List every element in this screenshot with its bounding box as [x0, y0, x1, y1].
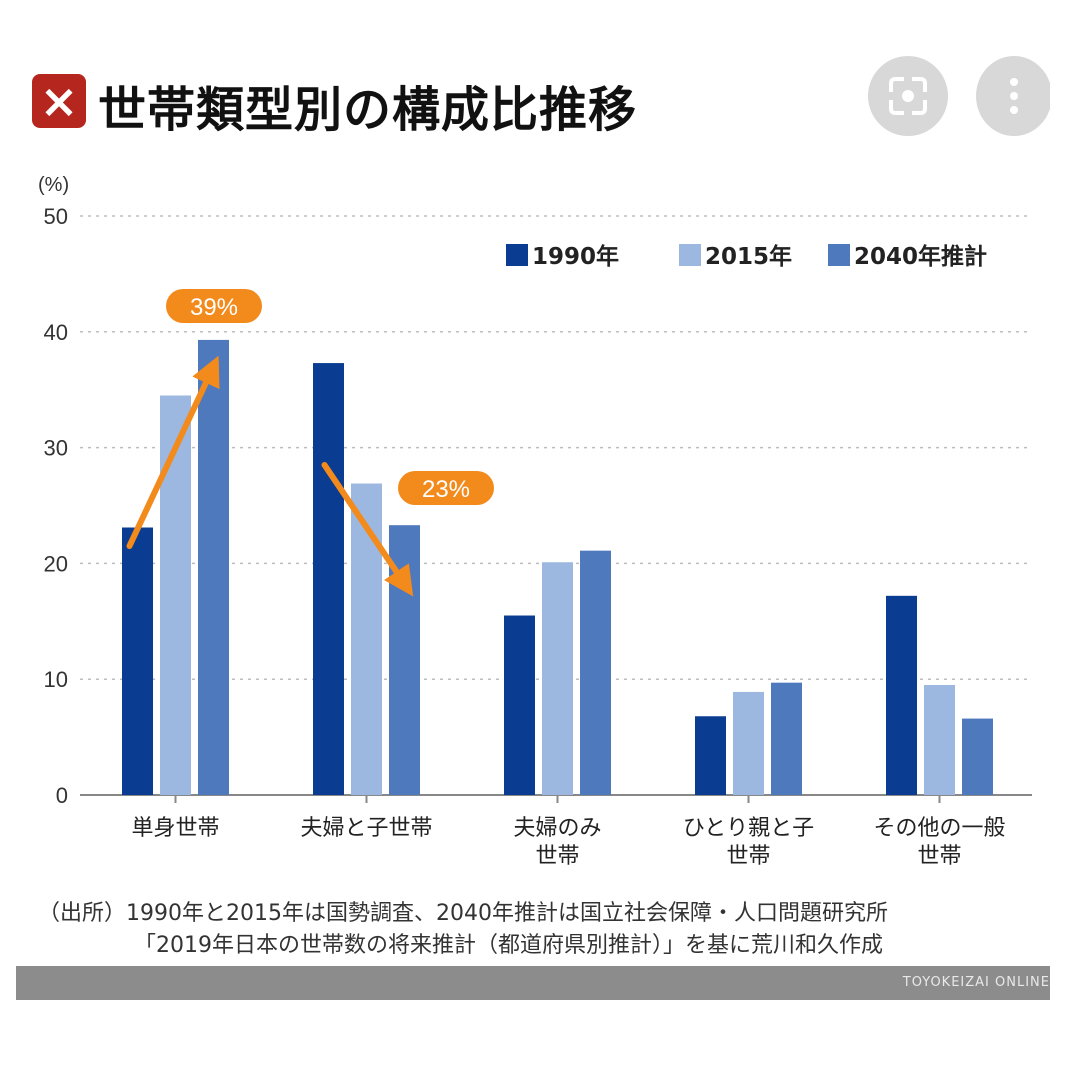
bar [198, 339, 229, 795]
bar [542, 562, 573, 795]
annotation-pill [398, 471, 494, 505]
y-tick-label: 0 [56, 783, 68, 808]
x-tick-label: ひとり親と子 [683, 816, 814, 841]
x-tick-label: その他の一般 [873, 816, 1005, 841]
y-tick-label: 30 [44, 436, 68, 461]
legend-label: 2040年推計 [854, 243, 987, 270]
legend-swatch [506, 244, 528, 266]
source-line-2: 「2019年日本の世帯数の将来推計（都道府県別推計）」を基に荒川和久作成 [134, 933, 883, 958]
annotation-arrow [321, 461, 414, 597]
bar [580, 550, 611, 795]
footer-brand: TOYOKEIZAI ONLINE [902, 975, 1050, 990]
bar [351, 483, 382, 795]
bar [160, 395, 191, 795]
x-tick-label: 夫婦と子世帯 [300, 816, 432, 841]
chart-title: 世帯類型別の構成比推移 [98, 82, 638, 138]
y-tick-label: 20 [44, 551, 68, 576]
x-tick-label: 単身世帯 [131, 816, 219, 841]
x-tick-label: 世帯 [535, 844, 579, 869]
annotation-label: 23% [422, 476, 470, 503]
lens-scan-icon [889, 77, 927, 115]
x-tick-label: 世帯 [726, 844, 770, 869]
title-row: × 世帯類型別の構成比推移 [32, 62, 832, 142]
legend-swatch [679, 244, 701, 266]
source-note: （出所）1990年と2015年は国勢調査、2040年推計は国立社会保障・人口問題… [38, 898, 1048, 962]
bar [313, 363, 344, 795]
legend-swatch [828, 244, 850, 266]
bar [695, 716, 726, 795]
x-tick-label: 夫婦のみ [513, 816, 601, 841]
more-options-button[interactable] [976, 56, 1050, 136]
x-tick-label: 世帯 [917, 844, 961, 869]
annotation-arrow [126, 355, 220, 550]
chart-card: × 世帯類型別の構成比推移 0 10 20 30 40 50 (%) 単身世帯 夫婦と子世帯 夫婦… [16, 34, 1050, 1002]
y-tick-label: 50 [44, 204, 68, 229]
annotation-label: 39% [190, 294, 238, 321]
lens-button[interactable] [868, 56, 948, 136]
more-vertical-icon [1010, 78, 1018, 114]
footer-bar: TOYOKEIZAI ONLINE [16, 966, 1050, 1000]
annotation-pill [166, 289, 262, 323]
source-line-1: （出所）1990年と2015年は国勢調査、2040年推計は国立社会保障・人口問題… [38, 901, 888, 926]
y-axis-label: (%) [38, 174, 69, 196]
bar [733, 691, 764, 795]
y-tick-label: 40 [44, 320, 68, 345]
legend-label: 2015年 [705, 243, 792, 270]
bar [962, 718, 993, 795]
bar [924, 684, 955, 795]
bar [122, 527, 153, 795]
close-x-icon[interactable]: × [32, 74, 86, 128]
y-tick-label: 10 [44, 667, 68, 692]
legend-label: 1990年 [532, 243, 619, 270]
bar [771, 682, 802, 795]
bar [504, 615, 535, 795]
bar [886, 595, 917, 795]
